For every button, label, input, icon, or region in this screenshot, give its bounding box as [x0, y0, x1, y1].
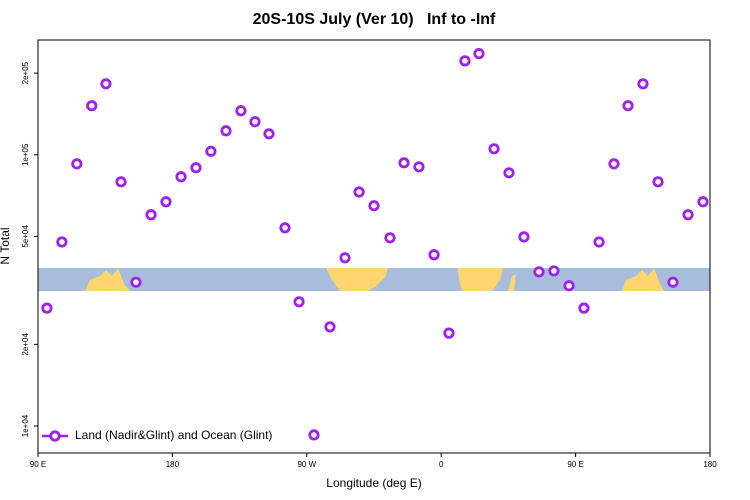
- point: [622, 100, 634, 112]
- y-tick-label: 2e+05: [21, 61, 30, 84]
- point: [293, 296, 305, 308]
- point: [279, 222, 291, 234]
- point: [130, 276, 142, 288]
- point: [637, 78, 649, 90]
- point: [459, 55, 471, 67]
- point: [324, 321, 336, 333]
- land: [85, 268, 130, 291]
- point: [533, 266, 545, 278]
- point: [175, 171, 187, 183]
- point: [205, 145, 217, 157]
- point: [353, 186, 365, 198]
- point: [578, 302, 590, 314]
- point: [145, 209, 157, 221]
- point: [563, 280, 575, 292]
- point: [652, 176, 664, 188]
- point: [384, 232, 396, 244]
- y-tick-label: 1e+04: [21, 414, 30, 437]
- point: [235, 105, 247, 117]
- y-axis-label: N Total: [0, 227, 12, 264]
- point: [368, 200, 380, 212]
- plot-frame: [37, 39, 711, 454]
- point: [682, 209, 694, 221]
- point: [667, 276, 679, 288]
- point: [339, 252, 351, 264]
- x-tick-label: 180: [166, 460, 180, 469]
- point: [115, 176, 127, 188]
- point: [249, 116, 261, 128]
- point: [41, 302, 53, 314]
- point: [443, 327, 455, 339]
- x-tick-label: 180: [703, 460, 717, 469]
- point: [56, 236, 68, 248]
- y-tick-label: 2e+04: [21, 333, 30, 356]
- point: [220, 125, 232, 137]
- point: [190, 162, 202, 174]
- x-axis-label: Longitude (deg E): [326, 476, 421, 490]
- point: [503, 167, 515, 179]
- y-tick-label: 5e+04: [21, 225, 30, 248]
- y-tick-label: 1e+05: [21, 143, 30, 166]
- point: [71, 158, 83, 170]
- point: [308, 429, 320, 441]
- point: [413, 161, 425, 173]
- point: [488, 143, 500, 155]
- point: [398, 157, 410, 169]
- x-tick-label: 90 E: [567, 460, 583, 469]
- point: [263, 128, 275, 140]
- land: [458, 268, 516, 291]
- land: [622, 268, 664, 291]
- x-tick-label: 0: [439, 460, 444, 469]
- point: [608, 158, 620, 170]
- legend-marker: [49, 430, 61, 442]
- x-tick-label: 90 W: [297, 460, 316, 469]
- point: [518, 231, 530, 243]
- point: [593, 236, 605, 248]
- point: [697, 196, 709, 208]
- point: [548, 265, 560, 277]
- point: [428, 249, 440, 261]
- point: [100, 78, 112, 90]
- point: [86, 100, 98, 112]
- legend-label: Land (Nadir&Glint) and Ocean (Glint): [75, 428, 272, 442]
- point: [473, 48, 485, 60]
- point: [160, 196, 172, 208]
- x-tick-label: 90 E: [30, 460, 46, 469]
- chart-title: 20S-10S July (Ver 10) Inf to -Inf: [253, 11, 496, 28]
- land: [326, 268, 388, 291]
